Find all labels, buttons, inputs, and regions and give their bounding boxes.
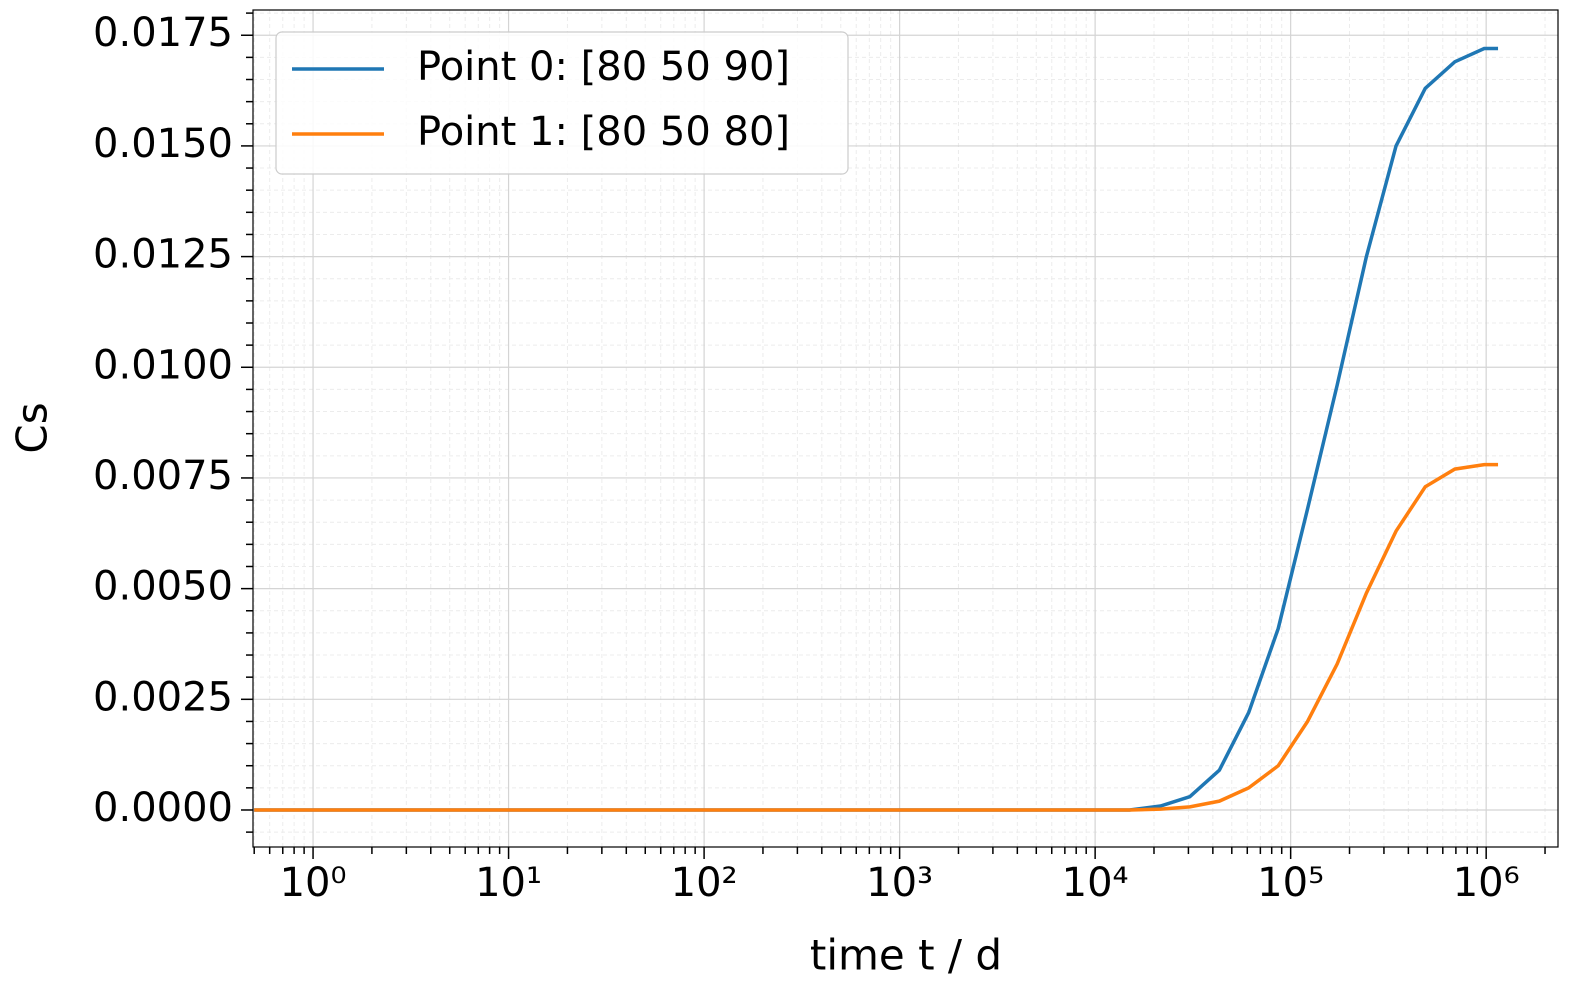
- plot-frame: [252, 9, 1559, 848]
- x-tick-label: 10⁴: [1062, 860, 1129, 906]
- legend-label: Point 1: [80 50 80]: [417, 109, 790, 155]
- x-tick-label: 10¹: [475, 860, 542, 906]
- x-tick-label: 10³: [866, 860, 933, 906]
- y-tick-label: 0.0100: [93, 342, 233, 388]
- x-axis-label: time t / d: [810, 931, 1002, 980]
- y-tick-label: 0.0025: [93, 674, 233, 720]
- x-tick-label: 10⁶: [1453, 860, 1520, 906]
- y-tick-label: 0.0050: [93, 564, 233, 610]
- x-tick-label: 10²: [671, 860, 738, 906]
- y-tick-label: 0.0000: [93, 785, 233, 831]
- y-tick-label: 0.0075: [93, 453, 233, 499]
- y-tick-label: 0.0150: [93, 121, 233, 167]
- series-line: [254, 462, 1499, 812]
- x-tick-label: 10⁵: [1257, 860, 1324, 906]
- x-tick-label: 10⁰: [280, 860, 347, 906]
- legend-label: Point 0: [80 50 90]: [417, 44, 790, 90]
- legend-box: [275, 31, 849, 175]
- y-axis-label: Cs: [8, 402, 57, 453]
- y-tick-label: 0.0175: [93, 10, 233, 56]
- y-tick-label: 0.0125: [93, 232, 233, 278]
